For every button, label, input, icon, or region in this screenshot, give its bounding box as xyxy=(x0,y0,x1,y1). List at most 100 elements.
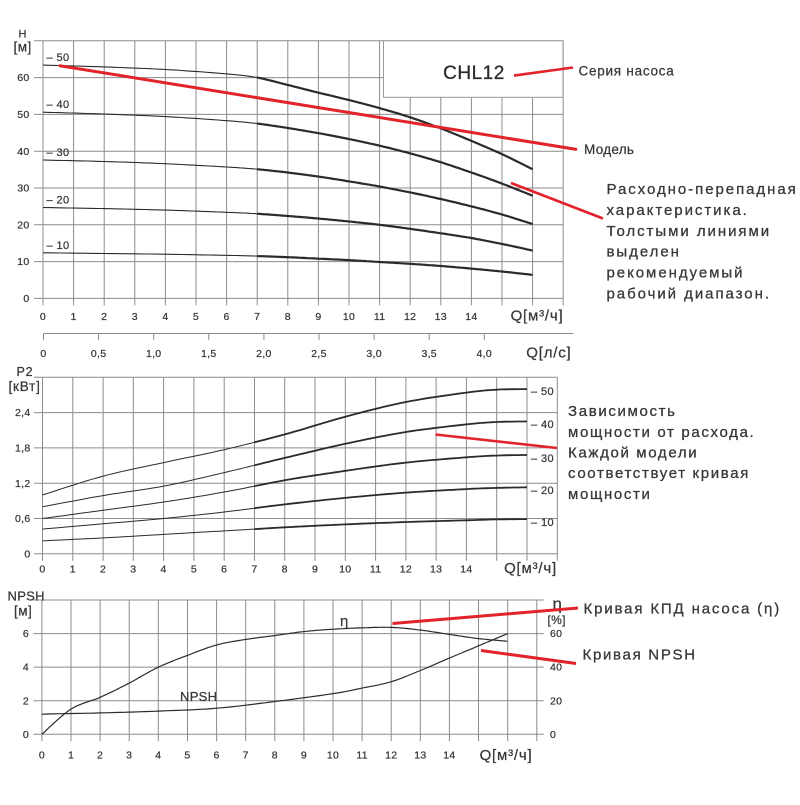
svg-text:4: 4 xyxy=(23,662,29,674)
svg-text:1: 1 xyxy=(71,311,77,323)
svg-text:– 50: – 50 xyxy=(531,386,554,398)
svg-text:4,0: 4,0 xyxy=(477,348,493,360)
svg-text:Толстыми линиями: Толстыми линиями xyxy=(607,223,772,240)
svg-text:мощности от расхода.: мощности от расхода. xyxy=(568,424,755,441)
svg-text:выделен: выделен xyxy=(607,244,681,261)
svg-text:3: 3 xyxy=(126,750,132,762)
svg-text:η: η xyxy=(553,595,563,614)
svg-text:0: 0 xyxy=(40,311,46,323)
svg-text:0: 0 xyxy=(550,729,556,741)
svg-text:0: 0 xyxy=(40,348,46,360)
svg-text:60: 60 xyxy=(550,628,562,640)
svg-text:1: 1 xyxy=(68,750,74,762)
svg-text:η: η xyxy=(340,613,349,630)
svg-text:2,0: 2,0 xyxy=(256,348,272,360)
svg-text:20: 20 xyxy=(550,695,562,707)
svg-text:Модель: Модель xyxy=(584,142,634,157)
svg-text:9: 9 xyxy=(312,564,318,576)
svg-text:Зависимость: Зависимость xyxy=(568,403,677,420)
svg-text:9: 9 xyxy=(315,311,321,323)
svg-text:мощности: мощности xyxy=(568,486,652,503)
svg-text:3: 3 xyxy=(132,311,138,323)
svg-text:[м]: [м] xyxy=(14,40,32,55)
svg-text:– 40: – 40 xyxy=(531,419,554,431)
svg-text:14: 14 xyxy=(465,311,477,323)
svg-text:50: 50 xyxy=(17,109,29,121)
svg-text:10: 10 xyxy=(339,564,351,576)
svg-text:10: 10 xyxy=(327,750,339,762)
svg-text:12: 12 xyxy=(385,750,397,762)
svg-text:– 50: – 50 xyxy=(47,52,70,64)
svg-text:7: 7 xyxy=(251,564,257,576)
svg-text:9: 9 xyxy=(301,750,307,762)
svg-text:2: 2 xyxy=(100,564,106,576)
svg-text:NPSH: NPSH xyxy=(8,589,45,604)
svg-text:11: 11 xyxy=(374,311,386,323)
svg-text:13: 13 xyxy=(430,564,442,576)
svg-text:6: 6 xyxy=(23,628,29,640)
svg-text:7: 7 xyxy=(254,311,260,323)
svg-text:12: 12 xyxy=(400,564,412,576)
svg-text:13: 13 xyxy=(414,750,426,762)
svg-text:20: 20 xyxy=(17,219,29,231)
svg-text:8: 8 xyxy=(282,564,288,576)
svg-text:Расходно-перепадная: Расходно-перепадная xyxy=(607,181,798,198)
svg-text:1,0: 1,0 xyxy=(146,348,162,360)
svg-text:Q[м³/ч]: Q[м³/ч] xyxy=(480,747,533,764)
svg-text:Q[л/с]: Q[л/с] xyxy=(526,345,571,362)
svg-text:5: 5 xyxy=(184,750,190,762)
svg-text:4: 4 xyxy=(162,311,168,323)
svg-text:14: 14 xyxy=(443,750,455,762)
svg-text:1,8: 1,8 xyxy=(15,443,31,455)
svg-text:8: 8 xyxy=(272,750,278,762)
svg-text:13: 13 xyxy=(435,311,447,323)
svg-text:– 10: – 10 xyxy=(47,240,70,252)
svg-text:10: 10 xyxy=(17,256,29,268)
svg-text:6: 6 xyxy=(213,750,219,762)
svg-text:3,5: 3,5 xyxy=(421,348,437,360)
svg-text:11: 11 xyxy=(370,564,382,576)
svg-text:[%]: [%] xyxy=(548,613,566,627)
svg-text:H: H xyxy=(19,29,27,41)
svg-text:P2: P2 xyxy=(17,365,34,379)
svg-text:40: 40 xyxy=(17,146,29,158)
svg-text:0,6: 0,6 xyxy=(15,513,31,525)
svg-text:1,5: 1,5 xyxy=(201,348,217,360)
svg-text:12: 12 xyxy=(404,311,416,323)
svg-text:0: 0 xyxy=(24,548,30,560)
svg-text:3,0: 3,0 xyxy=(366,348,382,360)
svg-text:Кривая NPSH: Кривая NPSH xyxy=(583,647,697,664)
svg-text:1,2: 1,2 xyxy=(15,478,31,490)
svg-text:– 20: – 20 xyxy=(47,194,70,206)
svg-text:0: 0 xyxy=(39,750,45,762)
svg-text:Кривая КПД насоса (η): Кривая КПД насоса (η) xyxy=(584,601,782,618)
svg-text:0: 0 xyxy=(39,564,45,576)
svg-text:0: 0 xyxy=(23,293,29,305)
svg-text:характеристика.: характеристика. xyxy=(607,202,749,219)
svg-text:3: 3 xyxy=(130,564,136,576)
svg-text:Каждой модели: Каждой модели xyxy=(568,445,698,462)
svg-text:соответствует кривая: соответствует кривая xyxy=(568,465,750,482)
svg-text:Q[м³/ч]: Q[м³/ч] xyxy=(511,308,564,325)
svg-text:7: 7 xyxy=(243,750,249,762)
svg-text:[кВт]: [кВт] xyxy=(9,379,41,394)
svg-text:– 30: – 30 xyxy=(531,453,554,465)
svg-text:5: 5 xyxy=(193,311,199,323)
svg-text:6: 6 xyxy=(221,564,227,576)
svg-text:– 20: – 20 xyxy=(531,485,554,497)
svg-text:60: 60 xyxy=(17,72,29,84)
svg-text:2,4: 2,4 xyxy=(15,407,31,419)
svg-text:рабочий диапазон.: рабочий диапазон. xyxy=(607,286,771,303)
svg-text:2,5: 2,5 xyxy=(311,348,327,360)
svg-text:4: 4 xyxy=(161,564,167,576)
svg-text:1: 1 xyxy=(70,564,76,576)
svg-text:– 40: – 40 xyxy=(47,99,70,111)
svg-text:– 10: – 10 xyxy=(531,517,554,529)
svg-text:Q[м³/ч]: Q[м³/ч] xyxy=(504,560,557,577)
svg-text:14: 14 xyxy=(460,564,472,576)
svg-text:CHL12: CHL12 xyxy=(443,63,505,84)
svg-text:6: 6 xyxy=(224,311,230,323)
svg-text:рекомендуемый: рекомендуемый xyxy=(607,265,745,282)
svg-text:NPSH: NPSH xyxy=(180,689,217,704)
svg-text:2: 2 xyxy=(97,750,103,762)
